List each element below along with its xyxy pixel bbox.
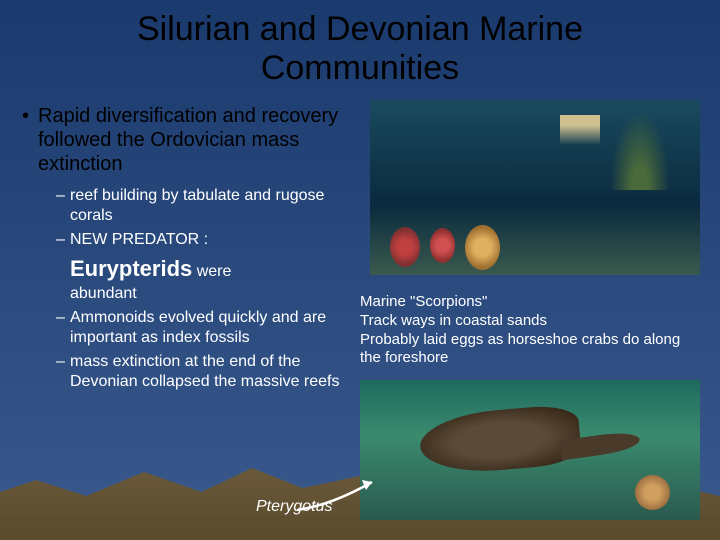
- main-bullet: Rapid diversification and recovery follo…: [38, 104, 350, 176]
- snail-icon: [635, 475, 670, 510]
- left-column: Rapid diversification and recovery follo…: [20, 104, 350, 392]
- sub-bullet-predator: NEW PREDATOR :: [56, 230, 350, 250]
- reef-illustration: [370, 100, 700, 275]
- caption-line3: Probably laid eggs as horseshoe crabs do…: [360, 331, 700, 369]
- sub-bullet-list: reef building by tabulate and rugose cor…: [56, 186, 350, 250]
- coral-icon: [390, 227, 420, 267]
- caption-line1: Marine "Scorpions": [360, 293, 700, 312]
- coral-icon: [465, 225, 500, 270]
- sub-bullet-extinction: mass extinction at the end of the Devoni…: [56, 352, 350, 392]
- emphasis-rest: were: [197, 263, 232, 280]
- sub-bullet-reef: reef building by tabulate and rugose cor…: [56, 186, 350, 226]
- caption-line2: Track ways in coastal sands: [360, 312, 700, 331]
- sub-bullet-list-2: abundant Ammonoids evolved quickly and a…: [56, 284, 350, 392]
- emphasis-line: Eurypterids were: [70, 256, 350, 282]
- sea-plant-icon: [610, 110, 670, 190]
- sub-bullet-ammonoids: Ammonoids evolved quickly and are import…: [56, 308, 350, 348]
- slide-title: Silurian and Devonian Marine Communities: [0, 0, 720, 96]
- eurypterid-body-icon: [418, 403, 583, 477]
- crinoid-icon: [560, 115, 600, 215]
- sub-bullet-abundant: abundant: [56, 284, 350, 304]
- image-caption: Marine "Scorpions" Track ways in coastal…: [360, 293, 700, 368]
- eurypterid-illustration: [360, 380, 700, 520]
- eurypterids-emphasis: Eurypterids: [70, 256, 192, 281]
- coral-icon: [430, 228, 455, 263]
- arrow-icon: [292, 470, 387, 515]
